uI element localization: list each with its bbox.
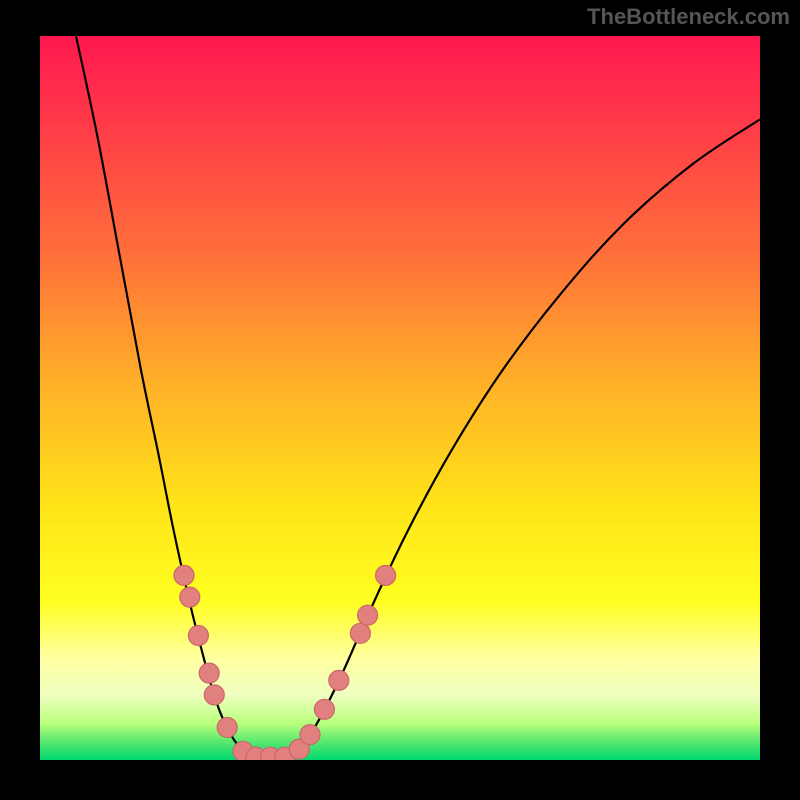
chart-root: TheBottleneck.com	[0, 0, 800, 800]
data-marker	[188, 625, 208, 645]
plot-area	[40, 36, 760, 760]
bottleneck-curve	[76, 36, 760, 760]
data-marker	[350, 623, 370, 643]
data-marker	[180, 587, 200, 607]
data-marker	[199, 663, 219, 683]
data-marker	[300, 725, 320, 745]
data-marker	[174, 565, 194, 585]
data-markers	[174, 565, 396, 760]
curve-layer	[40, 36, 760, 760]
watermark-text: TheBottleneck.com	[587, 4, 790, 30]
data-marker	[376, 565, 396, 585]
data-marker	[329, 670, 349, 690]
data-marker	[314, 699, 334, 719]
data-marker	[204, 685, 224, 705]
data-marker	[358, 605, 378, 625]
data-marker	[217, 717, 237, 737]
